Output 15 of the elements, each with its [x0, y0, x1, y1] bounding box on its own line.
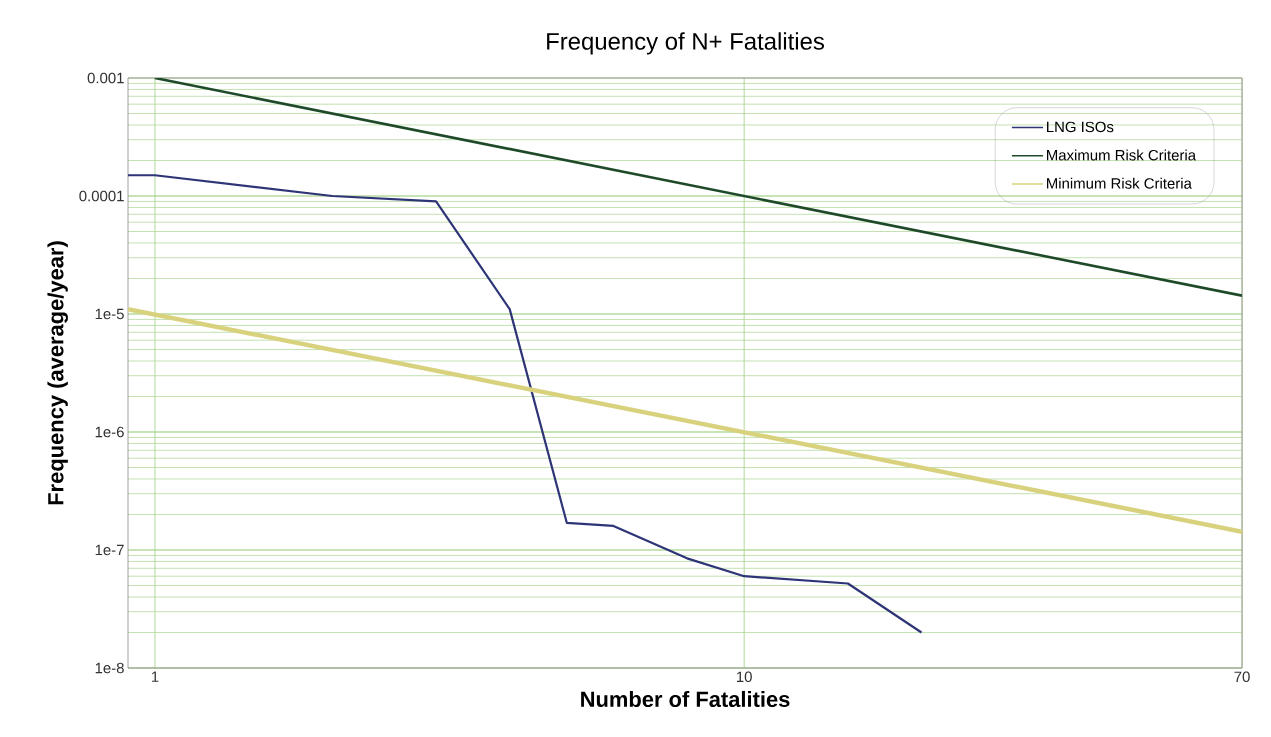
legend-label: Maximum Risk Criteria: [1047, 149, 1197, 161]
y-axis-title: Frequency (average/year): [47, 241, 68, 505]
x-tick-label: 1: [151, 671, 159, 682]
legend-label: Minimum Risk Criteria: [1047, 177, 1192, 189]
y-tick-label: 1e-8: [95, 662, 124, 674]
y-tick-label: 1e-6: [95, 426, 124, 438]
y-tick-label: 0.0001: [79, 190, 124, 202]
legend-label: LNG ISOs: [1047, 121, 1114, 133]
y-tick-label: 1e-7: [95, 544, 124, 556]
x-tick-label: 10: [736, 671, 752, 683]
chart-title: Frequency of N+ Fatalities: [547, 32, 824, 55]
y-tick-label: 1e-5: [95, 308, 124, 320]
x-axis-title: Number of Fatalities: [581, 690, 790, 708]
y-tick-label: 0.001: [87, 72, 124, 84]
x-tick-label: 70: [1234, 671, 1250, 683]
